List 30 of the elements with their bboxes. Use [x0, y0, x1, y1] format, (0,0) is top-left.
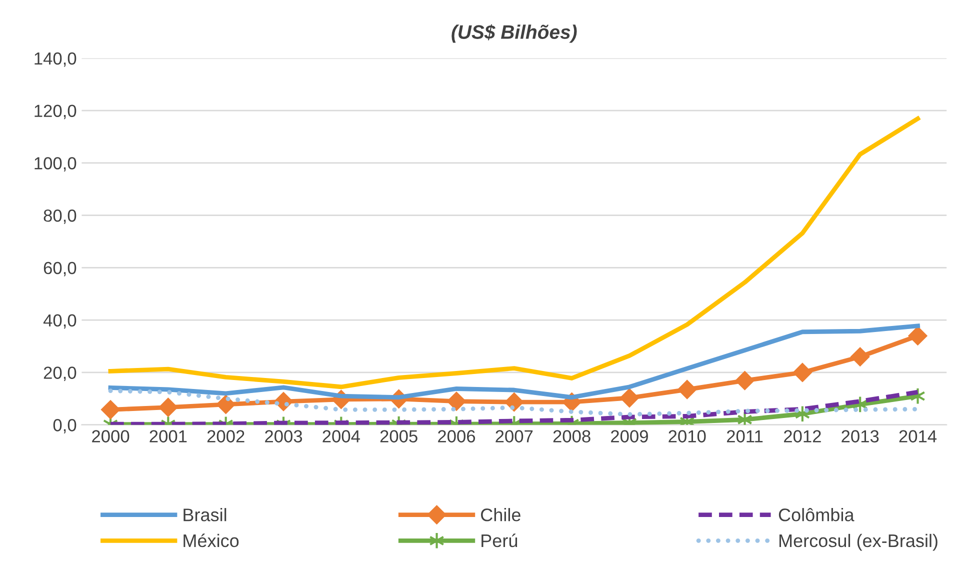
legend-label: Mercosul (ex-Brasil)	[779, 534, 938, 551]
y-tick-label: 120,0	[34, 104, 76, 120]
legend-label: Perú	[482, 534, 518, 548]
y-tick-label: 140,0	[34, 52, 76, 67]
y-tick-label: 20,0	[44, 366, 76, 381]
x-tick-label: 2000	[92, 430, 130, 442]
x-tick-label: 2008	[553, 430, 590, 442]
x-tick-label: 2010	[668, 430, 706, 442]
x-tick-label: 2011	[726, 430, 763, 442]
legend-label: Chile	[481, 508, 520, 522]
x-tick-label: 2005	[380, 430, 418, 442]
x-tick-label: 2002	[207, 430, 244, 442]
x-tick-label: 2012	[784, 430, 821, 442]
x-tick-label: 2004	[322, 430, 360, 442]
legend-label: México	[184, 534, 239, 548]
x-tick-label: 2009	[611, 430, 648, 442]
y-tick-label: 80,0	[44, 210, 76, 224]
y-tick-label: 40,0	[43, 314, 76, 329]
x-tick-label: 2006	[438, 430, 476, 442]
chart-title: (US$ Bilhões)	[452, 24, 577, 43]
x-tick-label: 2013	[842, 430, 879, 442]
y-tick-label: 60,0	[44, 262, 76, 276]
x-tick-label: 2014	[899, 430, 937, 442]
y-tick-label: 100,0	[34, 157, 76, 172]
x-tick-label: 2001	[150, 430, 187, 442]
legend-label: Colômbia	[778, 508, 854, 522]
x-tick-label: 2003	[265, 430, 302, 442]
legend-label: Brasil	[184, 508, 226, 522]
y-tick-label: 0,0	[53, 419, 76, 434]
x-tick-label: 2007	[496, 430, 533, 442]
